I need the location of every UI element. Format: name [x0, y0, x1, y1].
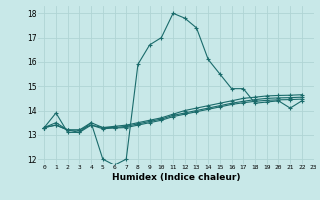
X-axis label: Humidex (Indice chaleur): Humidex (Indice chaleur) [112, 173, 240, 182]
